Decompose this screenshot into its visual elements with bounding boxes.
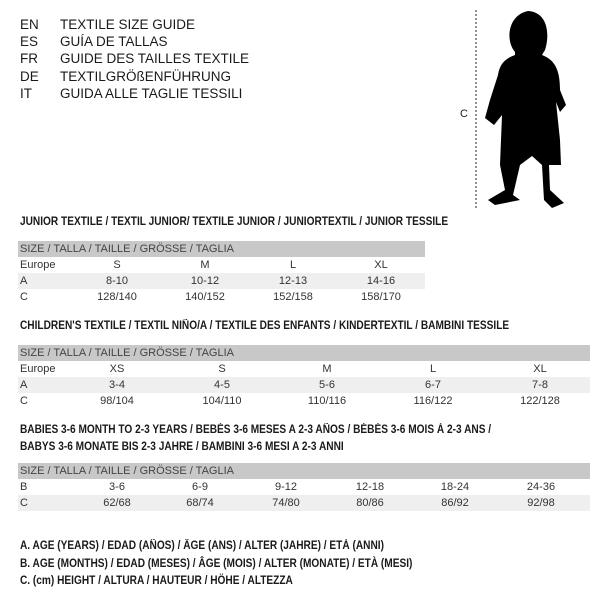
language-title: TEXTILGRÖßENFÜHRUNG [60, 68, 232, 84]
size-header: SIZE / TALLA / TAILLE / GRÖSSE / TAGLIA [18, 463, 590, 479]
language-title: TEXTILE SIZE GUIDE [60, 17, 196, 32]
junior-table: SIZE / TALLA / TAILLE / GRÖSSE / TAGLIA E… [18, 241, 425, 305]
language-code: EN [20, 17, 39, 32]
table-cell: 86/92 [441, 497, 469, 509]
row-label: C [20, 291, 28, 303]
table-cell: XL [533, 363, 547, 375]
table-row: Europe S M L XL [18, 257, 425, 273]
table-cell: 3-6 [109, 481, 125, 493]
legend: A. AGE (YEARS) / EDAD (AÑOS) / ÂGE (ANS)… [20, 538, 412, 591]
language-code: IT [20, 85, 32, 101]
table-cell: 62/68 [103, 497, 131, 509]
legend-c: C. (cm) HEIGHT / ALTURA / HAUTEUR / HÖHE… [20, 575, 293, 587]
row-label: C [20, 395, 28, 407]
table-cell: 9-12 [274, 481, 298, 493]
language-row: FR GUIDE DES TAILLES TEXTILE [20, 50, 249, 67]
language-title: GUÍA DE TALLAS [60, 34, 168, 50]
language-row: DE TEXTILGRÖßENFÜHRUNG [20, 68, 249, 85]
table-cell: 14-16 [366, 275, 396, 287]
language-title: GUIDA ALLE TAGLIE TESSILI [60, 85, 243, 101]
table-cell: 92/98 [527, 497, 555, 509]
table-cell: 80/86 [356, 497, 384, 509]
row-label: A [20, 379, 28, 391]
babies-title-line1: BABIES 3-6 MONTH TO 2-3 YEARS / BEBÉS 3-… [20, 424, 492, 436]
size-header: SIZE / TALLA / TAILLE / GRÖSSE / TAGLIA [18, 345, 590, 361]
legend-a: A. AGE (YEARS) / EDAD (AÑOS) / ÂGE (ANS)… [20, 540, 384, 552]
table-cell: S [113, 259, 121, 271]
table-cell: 68/74 [186, 497, 214, 509]
table-cell: 122/128 [520, 395, 560, 407]
language-row: ES GUÍA DE TALLAS [20, 33, 249, 50]
table-row: C 128/140 140/152 152/158 158/170 [18, 289, 425, 305]
table-cell: 104/110 [202, 395, 242, 407]
table-cell: 128/140 [97, 291, 137, 303]
children-table: SIZE / TALLA / TAILLE / GRÖSSE / TAGLIA E… [18, 345, 590, 409]
table-cell: XS [109, 363, 125, 375]
table-row: A 3-4 4-5 5-6 6-7 7-8 [18, 377, 590, 393]
table-cell: 5-6 [319, 379, 335, 391]
table-cell: 74/80 [272, 497, 300, 509]
table-cell: S [218, 363, 226, 375]
table-cell: 6-9 [192, 481, 208, 493]
language-titles: EN TEXTILE SIZE GUIDE ES GUÍA DE TALLAS FR GU… [20, 16, 249, 102]
table-row: C 62/68 68/74 74/80 80/86 86/92 92/98 [18, 495, 590, 511]
table-cell: 116/122 [413, 395, 453, 407]
table-cell: 140/152 [185, 291, 225, 303]
language-code: ES [20, 34, 39, 50]
table-row: C 98/104 104/110 110/116 116/122 122/128 [18, 393, 590, 409]
table-cell: L [429, 363, 437, 375]
table-cell: 158/170 [361, 291, 401, 303]
table-cell: 12-13 [278, 275, 308, 287]
table-cell: L [289, 259, 297, 271]
child-silhouette-icon [475, 10, 566, 208]
row-label: Europe [20, 259, 56, 271]
junior-title: JUNIOR TEXTILE / TEXTIL JUNIOR/ TEXTILE … [20, 216, 449, 228]
table-cell: M [200, 259, 210, 271]
children-title: CHILDREN'S TEXTILE / TEXTIL NIÑO/A / TEX… [20, 320, 510, 332]
table-cell: 6-7 [425, 379, 441, 391]
height-label: C [460, 108, 468, 120]
table-cell: M [322, 363, 332, 375]
row-label: C [20, 497, 28, 509]
babies-title-line2: BABYS 3-6 MONATE BIS 2-3 JAHRE / BAMBINI… [20, 441, 344, 453]
row-label: Europe [20, 363, 56, 375]
table-cell: 98/104 [100, 395, 134, 407]
table-cell: 3-4 [109, 379, 125, 391]
table-row: Europe XS S M L XL [18, 361, 590, 377]
table-cell: 152/158 [273, 291, 313, 303]
table-cell: 24-36 [526, 481, 556, 493]
table-cell: 12-18 [355, 481, 385, 493]
language-row: EN TEXTILE SIZE GUIDE [20, 16, 249, 33]
table-cell: 18-24 [440, 481, 470, 493]
babies-table: SIZE / TALLA / TAILLE / GRÖSSE / TAGLIA B… [18, 463, 590, 511]
language-row: IT GUIDA ALLE TAGLIE TESSILI [20, 85, 249, 102]
row-label: B [20, 481, 28, 493]
language-code: DE [20, 68, 39, 84]
row-label: A [20, 275, 28, 287]
table-row: A 8-10 10-12 12-13 14-16 [18, 273, 425, 289]
table-cell: 10-12 [190, 275, 220, 287]
language-code: FR [20, 51, 38, 67]
language-title: GUIDE DES TAILLES TEXTILE [60, 51, 250, 67]
table-cell: 7-8 [532, 379, 548, 391]
table-row: B 3-6 6-9 9-12 12-18 18-24 24-36 [18, 479, 590, 495]
table-cell: 110/116 [307, 395, 347, 407]
size-header: SIZE / TALLA / TAILLE / GRÖSSE / TAGLIA [18, 241, 425, 257]
legend-b: B. AGE (MONTHS) / EDAD (MESES) / ÂGE (MO… [20, 557, 413, 570]
table-cell: 4-5 [214, 379, 230, 391]
table-cell: XL [374, 259, 388, 271]
table-cell: 8-10 [105, 275, 129, 287]
